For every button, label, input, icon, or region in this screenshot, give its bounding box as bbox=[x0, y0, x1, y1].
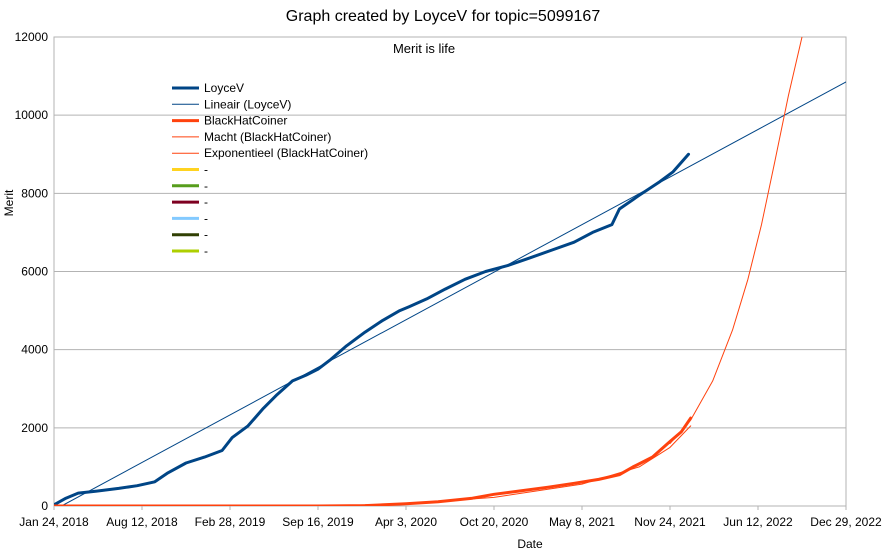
series-line-0 bbox=[54, 152, 690, 506]
x-tick-label: Jan 24, 2018 bbox=[19, 515, 89, 529]
legend-item: - bbox=[172, 211, 208, 225]
legend-item: - bbox=[172, 179, 208, 193]
legend-label: - bbox=[204, 228, 208, 242]
x-tick-label: Dec 29, 2022 bbox=[810, 515, 882, 529]
x-tick-label: Jun 12, 2022 bbox=[723, 515, 793, 529]
plot-area-border bbox=[53, 36, 847, 507]
x-tick-label: Sep 16, 2019 bbox=[282, 515, 354, 529]
legend-label: BlackHatCoiner bbox=[204, 114, 287, 128]
x-tick-label: May 8, 2021 bbox=[549, 515, 615, 529]
x-tick-label: Oct 20, 2020 bbox=[460, 515, 529, 529]
series-line-2 bbox=[54, 416, 693, 506]
legend-label: Exponentieel (BlackHatCoiner) bbox=[204, 146, 368, 160]
y-tick-label: 6000 bbox=[21, 265, 48, 279]
grid-lines bbox=[54, 36, 846, 507]
legend: LoyceV Lineair (LoyceV) BlackHatCoiner Mach… bbox=[172, 81, 368, 258]
x-axis-ticks: Jan 24, 2018 Aug 12, 2018 Feb 28, 2019 Sep … bbox=[19, 506, 882, 529]
x-tick-label: Apr 3, 2020 bbox=[375, 515, 437, 529]
legend-label: - bbox=[204, 244, 208, 258]
y-tick-label: 12000 bbox=[15, 30, 49, 44]
y-tick-label: 8000 bbox=[21, 186, 48, 200]
series-line-3 bbox=[54, 425, 692, 506]
legend-item: Macht (BlackHatCoiner) bbox=[172, 130, 331, 144]
x-tick-label: Aug 12, 2018 bbox=[106, 515, 178, 529]
legend-item: BlackHatCoiner bbox=[172, 114, 287, 128]
legend-item: - bbox=[172, 195, 208, 209]
series-line-1 bbox=[61, 81, 846, 506]
legend-item: - bbox=[172, 228, 208, 242]
legend-label: LoyceV bbox=[204, 81, 244, 95]
chart-title: Graph created by LoyceV for topic=509916… bbox=[286, 8, 601, 25]
series-line-4 bbox=[669, 37, 803, 444]
y-axis-ticks: 0 2000 4000 6000 8000 10000 12000 bbox=[15, 30, 49, 513]
legend-label: - bbox=[204, 195, 208, 209]
x-tick-label: Nov 24, 2021 bbox=[634, 515, 706, 529]
legend-item: LoyceV bbox=[172, 81, 244, 95]
series-lines bbox=[54, 37, 846, 506]
y-axis-label: Merit bbox=[2, 189, 16, 216]
y-tick-label: 2000 bbox=[21, 421, 48, 435]
legend-label: - bbox=[204, 179, 208, 193]
legend-item: - bbox=[172, 244, 208, 258]
y-tick-label: 10000 bbox=[15, 108, 49, 122]
legend-label: Macht (BlackHatCoiner) bbox=[204, 130, 331, 144]
legend-label: - bbox=[204, 163, 208, 177]
legend-item: Lineair (LoyceV) bbox=[172, 97, 291, 111]
x-tick-label: Feb 28, 2019 bbox=[195, 515, 266, 529]
x-axis-label: Date bbox=[517, 537, 543, 551]
y-tick-label: 0 bbox=[41, 499, 48, 513]
chart-subtitle: Merit is life bbox=[393, 41, 455, 56]
legend-item: Exponentieel (BlackHatCoiner) bbox=[172, 146, 368, 160]
legend-label: Lineair (LoyceV) bbox=[204, 97, 291, 111]
legend-item: - bbox=[172, 163, 208, 177]
legend-label: - bbox=[204, 211, 208, 225]
y-tick-label: 4000 bbox=[21, 343, 48, 357]
